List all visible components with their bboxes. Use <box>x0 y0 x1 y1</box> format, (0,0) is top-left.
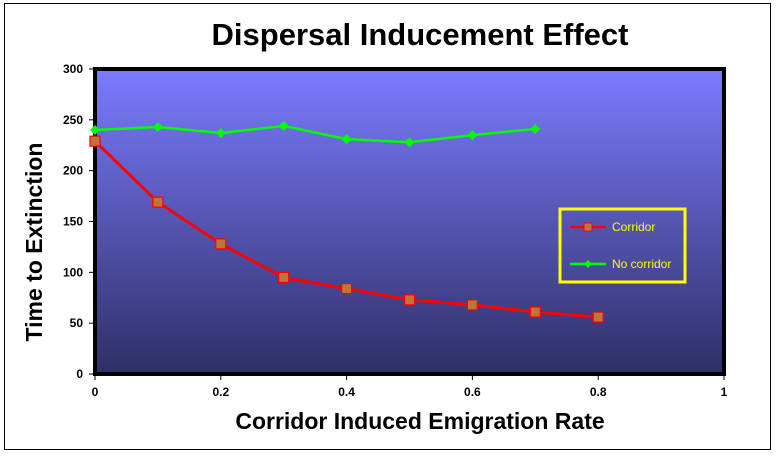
y-tick-label: 50 <box>70 316 84 330</box>
data-point-no-corridor <box>530 123 541 134</box>
data-point-corridor <box>403 294 416 306</box>
data-point-corridor <box>152 196 164 208</box>
x-tick-label: 0.8 <box>590 385 607 399</box>
plot-area <box>93 67 726 376</box>
legend-marker-corridor <box>583 222 593 232</box>
data-point-corridor <box>466 299 478 311</box>
x-tick-label: 0 <box>92 385 99 399</box>
legend: Corridor No corridor <box>558 207 687 284</box>
y-tick-label: 250 <box>63 113 83 127</box>
data-point-no-corridor <box>341 134 352 145</box>
data-point-no-corridor <box>152 121 163 132</box>
data-point-corridor <box>278 271 290 284</box>
y-axis-ticks: 0 50 100 150 200 250 300 <box>63 62 95 381</box>
y-tick-label: 200 <box>63 164 83 178</box>
x-axis-ticks: 0 0.2 0.4 0.6 0.8 1 <box>92 374 728 399</box>
data-point-no-corridor <box>467 130 478 141</box>
legend-box <box>558 207 687 284</box>
data-point-no-corridor <box>404 137 415 148</box>
data-point-corridor <box>529 306 541 318</box>
data-point-corridor <box>215 238 227 250</box>
x-tick-label: 0.2 <box>212 385 229 399</box>
y-axis-title: Time to Extinction <box>21 143 47 342</box>
data-point-no-corridor <box>215 128 226 139</box>
x-tick-label: 0.4 <box>338 385 355 399</box>
data-point-corridor <box>592 311 604 323</box>
y-tick-label: 100 <box>63 265 83 279</box>
x-tick-label: 1 <box>721 385 728 399</box>
x-tick-label: 0.6 <box>464 385 481 399</box>
series-line-no-corridor <box>94 124 536 144</box>
data-point-no-corridor <box>90 125 100 135</box>
legend-label-corridor: Corridor <box>612 220 655 234</box>
data-point-no-corridor <box>278 120 289 131</box>
y-tick-label: 150 <box>63 215 83 229</box>
data-point-corridor <box>89 135 101 147</box>
legend-marker-no-corridor <box>584 260 592 268</box>
y-tick-label: 300 <box>63 62 83 76</box>
chart-title: Dispersal Inducement Effect <box>212 17 629 52</box>
series-layer <box>89 120 604 323</box>
legend-label-no-corridor: No corridor <box>612 257 671 271</box>
y-tick-label: 0 <box>76 367 83 381</box>
x-axis-title: Corridor Induced Emigration Rate <box>235 408 604 434</box>
data-point-corridor <box>341 283 353 295</box>
